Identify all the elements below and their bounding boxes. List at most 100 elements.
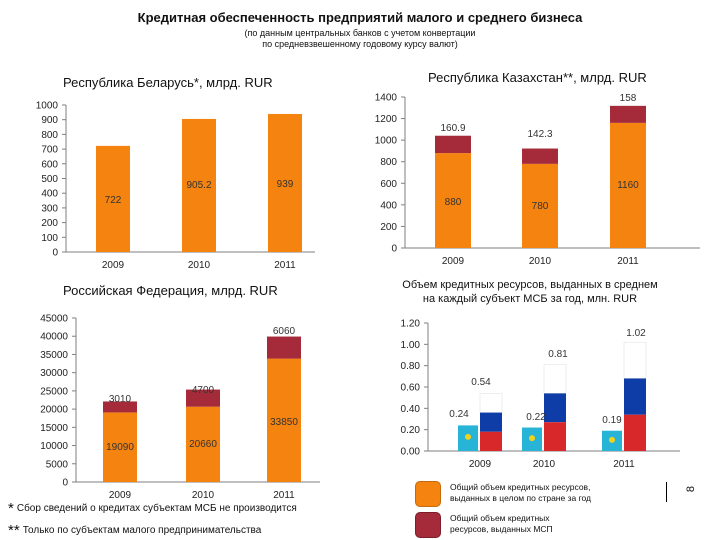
russia-flag-bar-red-2011 xyxy=(624,414,646,451)
russia-y-tick-label: 45000 xyxy=(40,314,68,325)
belarus-y-tick-label: 1000 xyxy=(36,101,59,112)
russia-total-label: 33850 xyxy=(270,417,298,428)
kazakhstan-bar-sme-2009 xyxy=(435,135,471,154)
page-title: Кредитная обеспеченность предприятий мал… xyxy=(137,10,583,25)
kazakhstan-sme-label: 158 xyxy=(620,93,637,104)
per-subject-x-label: 2009 xyxy=(469,459,492,470)
legend-total-label: Общий объем кредитных ресурсов, выданных… xyxy=(450,482,591,503)
russia-x-label: 2010 xyxy=(192,490,215,501)
russia-flag-bar-blue-2009 xyxy=(480,412,502,432)
kazakhstan-per-subject-label: 0.19 xyxy=(602,415,622,426)
russia-total-label: 19090 xyxy=(106,442,134,453)
kazakhstan-sme-label: 142.3 xyxy=(527,129,552,140)
belarus-y-tick-label: 100 xyxy=(41,233,58,244)
per-subject-y-tick-label: 1.20 xyxy=(401,319,421,330)
kazakhstan-y-tick-label: 600 xyxy=(380,179,397,190)
belarus-chart: 0 100 200 300 400 500 600 700 800 900 1000 2009 2010… xyxy=(36,101,315,271)
russia-per-subject-label: 0.54 xyxy=(471,377,491,388)
russia-sme-label: 6060 xyxy=(273,326,296,337)
kazakhstan-y-tick-label: 0 xyxy=(391,244,397,255)
per-subject-y-tick-label: 0.20 xyxy=(401,425,421,436)
kazakhstan-y-tick-label: 1200 xyxy=(375,114,398,125)
kazakhstan-bar-sme-2011 xyxy=(610,105,646,123)
subtitle-line-1: (по данным центральных банков с учетом к… xyxy=(244,28,476,38)
kazakhstan-flag-sun-icon xyxy=(609,436,615,443)
russia-y-tick-label: 5000 xyxy=(46,459,69,470)
kazakhstan-x-label: 2010 xyxy=(529,256,552,267)
footnote-1-text: Сбор сведений о кредитах субъектам МСБ н… xyxy=(16,503,297,514)
russia-y-tick-label: 35000 xyxy=(40,350,68,361)
kazakhstan-bar-total-2010 xyxy=(522,163,558,248)
subtitle-line-2: по средневзвешенному годовому курсу валю… xyxy=(262,39,458,49)
page-number-divider xyxy=(666,482,667,502)
russia-y-tick-label: 40000 xyxy=(40,332,68,343)
russia-flag-bar-white-2010 xyxy=(543,364,567,394)
belarus-bar-2009 xyxy=(96,145,130,252)
belarus-x-label: 2009 xyxy=(102,260,125,271)
belarus-y-tick-label: 200 xyxy=(41,218,58,229)
russia-chart: 0 5000 10000 15000 20000 25000 30000 35000 40000… xyxy=(40,314,320,501)
legend-sme-label: Общий объем кредитных ресурсов, выданных… xyxy=(450,513,553,534)
kazakhstan-y-tick-label: 400 xyxy=(380,200,397,211)
kazakhstan-sme-label: 160.9 xyxy=(440,123,465,134)
belarus-bar-2011 xyxy=(268,113,302,252)
per-subject-y-tick-label: 0.60 xyxy=(401,383,421,394)
kazakhstan-y-tick-label: 1000 xyxy=(375,136,398,147)
belarus-data-label: 905.2 xyxy=(186,180,211,191)
belarus-x-label: 2010 xyxy=(188,260,211,271)
kazakhstan-flag-sun-icon xyxy=(465,433,471,440)
kazakhstan-flag-sun-icon xyxy=(529,435,535,442)
russia-flag-bar-blue-2011 xyxy=(624,378,646,415)
per-subject-x-label: 2011 xyxy=(613,459,635,470)
russia-flag-bar-red-2009 xyxy=(480,431,502,451)
kazakhstan-bar-total-2009 xyxy=(435,153,471,248)
russia-x-label: 2009 xyxy=(109,490,132,501)
russia-chart-title: Российская Федерация, млрд. RUR xyxy=(63,283,278,298)
page-subtitle: (по данным центральных банков с учетом к… xyxy=(0,28,720,50)
russia-y-tick-label: 10000 xyxy=(40,441,68,452)
russia-total-label: 20660 xyxy=(189,439,217,450)
kazakhstan-x-label: 2009 xyxy=(442,256,465,267)
belarus-y-tick-label: 800 xyxy=(41,130,58,141)
kazakhstan-total-label: 780 xyxy=(532,201,549,212)
russia-bar-sme-2011 xyxy=(267,336,301,359)
footnote-1: * Сбор сведений о кредитах субъектам МСБ … xyxy=(8,500,297,517)
russia-y-tick-label: 25000 xyxy=(40,386,68,397)
belarus-chart-title: Республика Беларусь*, млрд. RUR xyxy=(63,75,273,90)
russia-bar-total-2010 xyxy=(186,406,220,482)
russia-bar-total-2009 xyxy=(103,412,137,482)
belarus-y-tick-label: 400 xyxy=(41,189,58,200)
russia-sme-label: 3010 xyxy=(109,394,132,405)
per-subject-x-label: 2010 xyxy=(533,459,556,470)
russia-flag-bar-red-2010 xyxy=(544,422,566,451)
per-subject-y-tick-label: 1.00 xyxy=(401,340,421,351)
russia-y-tick-label: 20000 xyxy=(40,405,68,416)
footnote-2-marker: ** xyxy=(8,522,20,539)
russia-per-subject-label: 1.02 xyxy=(626,328,646,339)
russia-x-label: 2011 xyxy=(273,490,295,501)
belarus-x-label: 2011 xyxy=(274,260,296,271)
russia-bar-sme-2009 xyxy=(103,401,137,413)
kazakhstan-x-label: 2011 xyxy=(617,256,639,267)
page-number: 8 xyxy=(684,485,697,493)
kazakhstan-per-subject-label: 0.24 xyxy=(449,409,469,420)
russia-flag-bar-white-2009 xyxy=(479,393,503,413)
russia-flag-bar-blue-2010 xyxy=(544,393,566,423)
footnote-2: ** Только по субъектам малого предпринима… xyxy=(8,522,261,539)
legend-total-swatch xyxy=(415,481,441,507)
per-subject-title-line-1: Объем кредитных ресурсов, выданных в сре… xyxy=(402,279,658,291)
russia-y-tick-label: 15000 xyxy=(40,423,68,434)
russia-flag-bar-white-2011 xyxy=(623,341,647,379)
belarus-y-tick-label: 500 xyxy=(41,174,58,185)
russia-sme-label: 4700 xyxy=(192,385,215,396)
per-subject-y-tick-label: 0.80 xyxy=(401,361,421,372)
russia-bar-sme-2010 xyxy=(186,389,220,407)
belarus-y-tick-label: 600 xyxy=(41,159,58,170)
belarus-data-label: 722 xyxy=(105,195,122,206)
belarus-y-tick-label: 300 xyxy=(41,203,58,214)
russia-bar-total-2011 xyxy=(267,358,301,482)
belarus-y-tick-label: 900 xyxy=(41,115,58,126)
kazakhstan-bar-sme-2010 xyxy=(522,148,558,164)
kazakhstan-chart-title: Республика Казахстан**, млрд. RUR xyxy=(428,70,647,85)
